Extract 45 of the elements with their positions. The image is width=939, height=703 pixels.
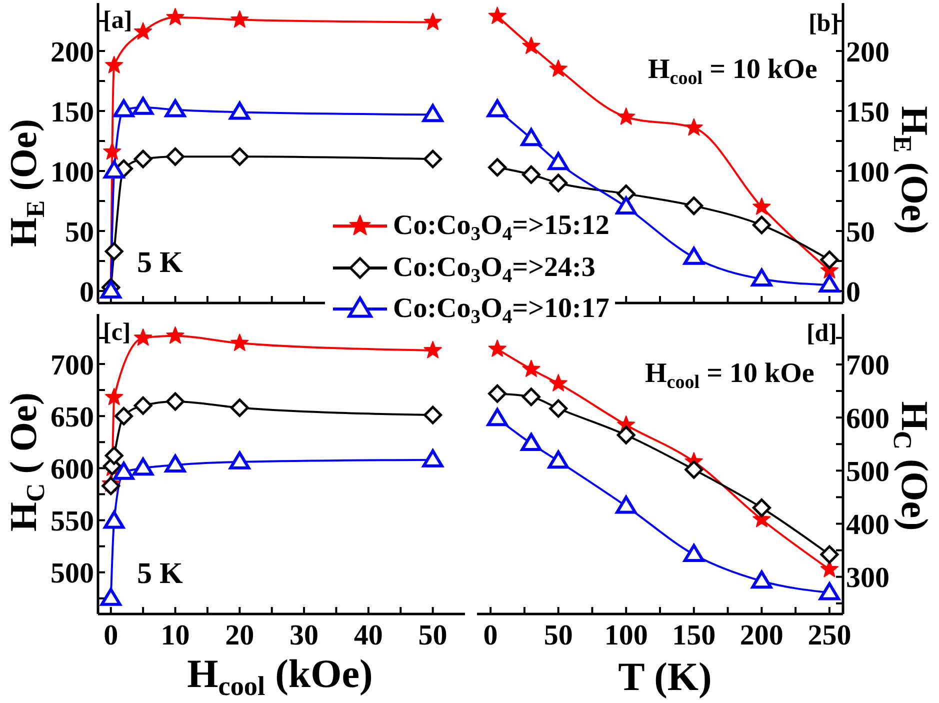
legend-label: Co:Co$_{3}$O$_{4}$=>10:17: [393, 293, 610, 328]
x-tick-label: 50: [544, 620, 573, 652]
y-tick-label: 650: [50, 401, 94, 434]
x-tick-label: 0: [104, 620, 118, 652]
x-tick-label: 0: [483, 620, 498, 652]
annotation: 5 K: [137, 246, 184, 279]
annotation: H$_{cool}$ = 10 kOe: [645, 358, 814, 393]
annotation: 5 K: [137, 557, 184, 590]
y-tick-label: 150: [50, 96, 94, 128]
x-axis-title: H$_{cool}$ (kOe): [187, 651, 373, 701]
y-tick-label: 100: [846, 156, 890, 188]
y-tick-label: 50: [65, 216, 94, 248]
x-tick-label: 200: [740, 620, 784, 652]
x-axis-title: T (K): [618, 654, 712, 699]
y-tick-label: 700: [846, 350, 890, 382]
y-tick-label: 500: [846, 456, 890, 488]
annotation: H$_{cool}$ = 10 kOe: [648, 54, 818, 89]
y-tick-label: 100: [50, 156, 94, 188]
y-tick-label: 550: [50, 506, 94, 538]
x-tick-label: 250: [808, 620, 852, 652]
y-tick-label: 0: [80, 276, 94, 308]
y-tick-label: 500: [50, 558, 94, 590]
y-tick-label: 400: [846, 509, 890, 542]
annotation: [d]: [806, 320, 837, 347]
y-tick-label: 0: [846, 276, 860, 308]
annotation: [a]: [103, 7, 132, 34]
y-tick-label: 50: [846, 216, 875, 248]
x-tick-label: 20: [225, 620, 254, 652]
y-tick-label: 600: [846, 402, 890, 435]
x-tick-label: 50: [418, 620, 448, 652]
annotation: [c]: [103, 319, 131, 346]
y-tick-label: 200: [846, 36, 890, 68]
y-tick-label: 600: [50, 453, 94, 486]
y-tick-label: 700: [50, 349, 94, 382]
y-tick-label: 200: [50, 36, 94, 68]
x-tick-label: 10: [160, 620, 190, 652]
x-tick-label: 30: [290, 620, 319, 652]
x-tick-label: 150: [672, 620, 716, 652]
annotation: [b]: [808, 10, 839, 37]
y-tick-label: 300: [846, 562, 890, 594]
y-tick-label: 150: [846, 96, 890, 128]
x-tick-label: 40: [354, 620, 383, 652]
legend-label: Co:Co$_{3}$O$_{4}$=>24:3: [393, 252, 596, 286]
legend-label: Co:Co$_{3}$O$_{4}$=>15:12: [393, 210, 610, 245]
x-tick-label: 100: [604, 620, 648, 652]
